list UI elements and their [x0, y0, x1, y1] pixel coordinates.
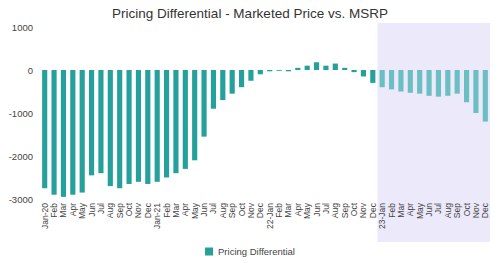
bar [276, 70, 281, 72]
y-tick-label: 0 [28, 65, 33, 76]
bar [380, 70, 385, 87]
chart: Pricing Differential - Marketed Price vs… [0, 0, 500, 263]
bar [80, 70, 85, 193]
bar [455, 70, 460, 94]
bar [230, 70, 235, 94]
bar [220, 70, 225, 100]
bar [98, 70, 103, 173]
y-tick-label: -2000 [9, 151, 33, 162]
bar [314, 62, 319, 70]
bars [42, 62, 488, 197]
bar [173, 70, 178, 173]
bar [342, 68, 347, 70]
bar [267, 70, 272, 71]
bar [370, 70, 375, 83]
bar [145, 70, 150, 184]
y-tick-label: -3000 [9, 194, 33, 205]
bar [239, 70, 244, 87]
y-tick-label: 1000 [12, 22, 33, 33]
y-tick-label: -1000 [9, 108, 33, 119]
bar [398, 70, 403, 92]
bar [333, 64, 338, 70]
bar [192, 70, 197, 160]
x-tick-label: Dec [480, 202, 490, 218]
bar [417, 70, 422, 94]
bar [473, 70, 478, 113]
highlight-region [378, 23, 491, 242]
bar [389, 70, 394, 89]
bar [483, 70, 488, 122]
bar [70, 70, 75, 195]
bar [117, 70, 122, 188]
bar [258, 70, 263, 74]
bar [89, 70, 94, 175]
bar [464, 70, 469, 102]
bar [155, 70, 160, 182]
bar [361, 70, 366, 76]
title: Pricing Differential - Marketed Price vs… [112, 6, 388, 21]
bar [42, 70, 47, 188]
bar [126, 70, 131, 184]
bar [108, 70, 113, 186]
bar [351, 70, 356, 72]
bar [211, 70, 216, 109]
legend-label: Pricing Differential [218, 246, 295, 257]
legend: Pricing Differential [205, 246, 295, 257]
bar [286, 70, 291, 71]
bar [61, 70, 66, 197]
bar [295, 68, 300, 70]
bar [201, 70, 206, 137]
bar [164, 70, 169, 178]
bar [183, 70, 188, 169]
bar [436, 70, 441, 97]
bar [408, 70, 413, 93]
bar [305, 66, 310, 70]
bar [323, 66, 328, 70]
legend-swatch [205, 248, 213, 256]
bar [426, 70, 431, 96]
bar [136, 70, 141, 182]
bar [51, 70, 56, 195]
bar [445, 70, 450, 96]
bar [248, 70, 253, 81]
